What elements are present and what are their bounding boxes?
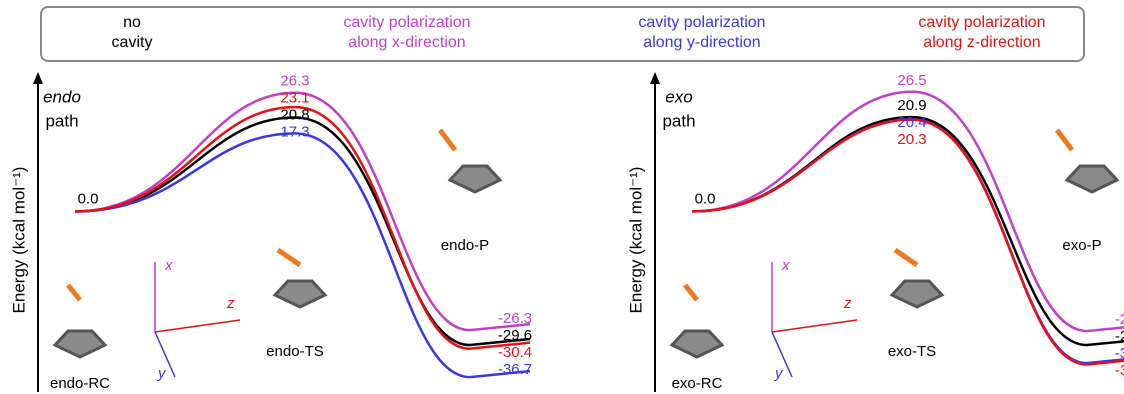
legend-entry: cavity polarization along y-direction — [617, 13, 787, 53]
molecule-label: exo-P — [1062, 237, 1101, 254]
y-axis-label: Energy (kcal mol⁻¹) — [9, 167, 28, 314]
value-label: 23.1 — [280, 90, 309, 107]
y-axis-arrow — [33, 72, 43, 84]
value-label: -33.9 — [1115, 362, 1124, 379]
molecule — [450, 166, 500, 192]
value-label: -26.5 — [1115, 311, 1124, 328]
value-label: 0.0 — [695, 190, 716, 207]
molecule-label: exo-TS — [888, 343, 936, 360]
triad-label: z — [843, 295, 852, 312]
molecule — [275, 281, 325, 307]
arrow — [895, 250, 917, 265]
value-label: 26.5 — [897, 72, 926, 89]
energy-curve — [692, 120, 1124, 365]
value-label: 26.3 — [280, 73, 309, 90]
panel-label: path — [45, 111, 78, 130]
arrow — [685, 285, 697, 300]
arrow — [1057, 130, 1072, 150]
y-axis-label: Energy (kcal mol⁻¹) — [626, 167, 645, 314]
legend-entry: cavity polarization along x-direction — [322, 13, 492, 53]
value-label: -33.6 — [1115, 345, 1124, 362]
molecule — [672, 331, 722, 357]
triad-label: x — [164, 257, 173, 274]
panel-label: path — [662, 111, 695, 130]
triad-z — [155, 320, 240, 332]
triad-label: y — [157, 365, 167, 382]
molecule — [892, 281, 942, 307]
legend-entry: cavity polarization along z-direction — [897, 13, 1067, 53]
value-label: -29.6 — [498, 327, 532, 344]
molecule-label: endo-TS — [266, 343, 324, 360]
value-label: 20.3 — [897, 131, 926, 148]
value-label: 0.0 — [78, 190, 99, 207]
energy-curve — [75, 118, 530, 346]
energy-curve — [692, 117, 1124, 345]
value-label: -36.7 — [498, 361, 532, 378]
value-label: -26.3 — [498, 310, 532, 327]
triad-label: z — [226, 295, 235, 312]
legend-entry: no cavity — [102, 13, 162, 53]
legend: no cavity cavity polarization along x-dir… — [40, 6, 1085, 62]
arrow — [440, 130, 455, 150]
triad-z — [772, 320, 857, 332]
arrow — [278, 250, 300, 265]
molecule-label: endo-RC — [50, 375, 110, 392]
molecule — [1067, 166, 1117, 192]
energy-curve — [692, 119, 1124, 363]
triad-label: y — [774, 365, 784, 382]
value-label: -29.6 — [1115, 328, 1124, 345]
panel-label: exo — [665, 87, 692, 106]
value-label: 17.3 — [280, 124, 309, 141]
value-label: -30.4 — [498, 344, 532, 361]
y-axis-arrow — [650, 72, 660, 84]
value-label: 20.9 — [897, 97, 926, 114]
triad-label: x — [781, 257, 790, 274]
page: Energy (kcal mol⁻¹) endo path endo-RC endo-T… — [0, 0, 1124, 394]
arrow — [68, 285, 80, 300]
energy-curve — [75, 107, 530, 349]
molecule-label: exo-RC — [672, 375, 723, 392]
value-label: 20.8 — [280, 107, 309, 124]
panel-label: endo — [43, 87, 81, 106]
value-label: 20.4 — [897, 114, 926, 131]
molecule — [55, 331, 105, 357]
molecule-label: endo-P — [441, 237, 489, 254]
